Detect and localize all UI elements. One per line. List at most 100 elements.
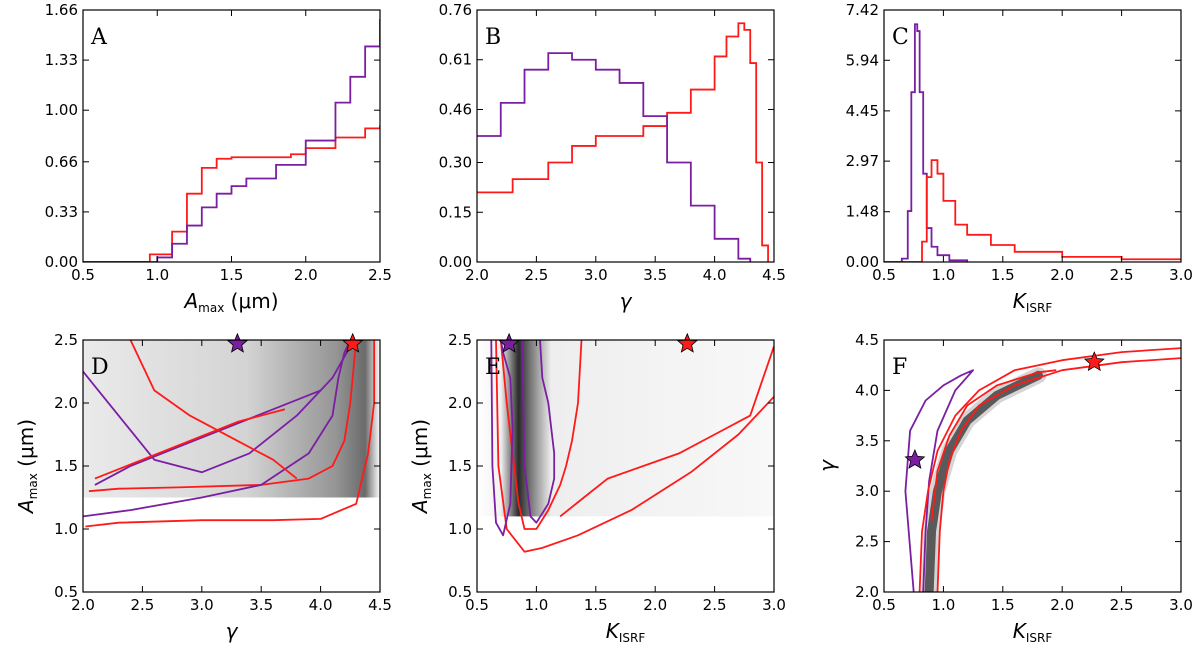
contour-red <box>94 408 286 480</box>
series-line-red <box>884 159 1181 262</box>
y-tick-label: 0.30 <box>439 154 472 172</box>
x-tick-label: 2.5 <box>368 266 392 284</box>
y-tick-label: 2.0 <box>855 583 879 601</box>
x-axis-label: γ <box>226 619 239 643</box>
x-tick-label: 2.0 <box>71 596 95 614</box>
x-tick-label: 2.0 <box>465 266 489 284</box>
x-axis-label: Amax (μm) <box>182 289 278 315</box>
y-tick-label: 0.00 <box>45 253 78 271</box>
contour-red <box>85 340 375 528</box>
panel-letter: A <box>90 25 108 50</box>
x-tick-label: 1.0 <box>931 596 955 614</box>
x-tick-label: 2.5 <box>130 596 154 614</box>
y-tick-label: 3.0 <box>855 482 879 500</box>
x-tick-label: 0.5 <box>71 266 95 284</box>
panel-letter: E <box>485 355 501 380</box>
x-tick-label: 3.5 <box>643 266 667 284</box>
x-tick-label: 0.5 <box>872 596 896 614</box>
contour-red <box>918 347 1181 592</box>
panel-B: 2.0 2.5 3.0 3.5 4.0 4.5 0.00 0.15 0.30 0.46 0.61 0.… <box>439 1 786 313</box>
y-tick-label: 0.5 <box>448 583 472 601</box>
panel-A: 0.5 1.0 1.5 2.0 2.5 0.00 0.33 0.66 1.00 1.33 1.66 A… <box>45 1 392 315</box>
axes-frame <box>883 9 1182 263</box>
series-line-purple <box>83 19 380 262</box>
x-axis-label: KISRF <box>1013 619 1053 645</box>
x-tick-label: 3.5 <box>249 596 273 614</box>
x-tick-label: 3.0 <box>584 266 608 284</box>
x-tick-label: 2.5 <box>524 266 548 284</box>
axes-frame <box>476 9 775 263</box>
series-line-purple <box>477 52 752 262</box>
y-tick-label: 0.46 <box>439 100 472 118</box>
x-tick-label: 1.0 <box>145 266 169 284</box>
y-tick-label: 1.00 <box>45 101 78 119</box>
contour-purple <box>490 340 514 537</box>
x-tick-label: 1.5 <box>584 596 608 614</box>
x-tick-label: 3.0 <box>190 596 214 614</box>
y-tick-label: 2.5 <box>54 331 78 349</box>
contour-red <box>559 346 774 518</box>
contour-purple <box>521 340 556 524</box>
x-tick-label: 2.0 <box>294 266 318 284</box>
y-tick-label: 1.0 <box>54 520 78 538</box>
x-tick-label: 4.0 <box>309 596 333 614</box>
contour-red <box>495 340 774 553</box>
x-tick-label: 2.5 <box>703 596 727 614</box>
y-tick-label: 1.48 <box>846 203 879 221</box>
y-tick-label: 2.0 <box>448 394 472 412</box>
marker-star-red <box>1083 351 1105 372</box>
y-tick-label: 4.5 <box>855 331 879 349</box>
y-axis-label: Amax (μm) <box>408 419 434 515</box>
y-tick-label: 1.33 <box>45 51 78 69</box>
y-tick-label: 0.00 <box>846 253 879 271</box>
x-axis-label: KISRF <box>1013 289 1053 315</box>
series-line-purple <box>884 23 969 262</box>
contour-red <box>88 340 358 493</box>
y-tick-label: 2.5 <box>448 331 472 349</box>
y-tick-label: 1.5 <box>448 457 472 475</box>
x-tick-label: 1.5 <box>220 266 244 284</box>
y-tick-label: 5.94 <box>846 51 879 69</box>
panel-D: 2.0 2.5 3.0 3.5 4.0 4.5 0.5 1.0 1.5 2.0 2.5 Dγ Amax … <box>14 331 392 643</box>
x-tick-label: 2.0 <box>1050 596 1074 614</box>
x-tick-label: 2.5 <box>1110 266 1134 284</box>
panel-letter: D <box>91 355 109 380</box>
axes-frame <box>883 339 1182 593</box>
y-tick-label: 2.5 <box>855 533 879 551</box>
x-tick-label: 0.5 <box>465 596 489 614</box>
y-tick-label: 4.45 <box>846 102 879 120</box>
y-tick-label: 4.0 <box>855 381 879 399</box>
panel-E: 0.5 1.0 1.5 2.0 2.5 3.0 0.5 1.0 1.5 2.0 2.5 E KISRF A… <box>408 331 786 645</box>
x-tick-label: 3.0 <box>1169 596 1193 614</box>
x-tick-label: 4.0 <box>703 266 727 284</box>
x-tick-label: 0.5 <box>872 266 896 284</box>
y-tick-label: 0.33 <box>45 203 78 221</box>
x-tick-label: 3.0 <box>1169 266 1193 284</box>
series-line-red <box>477 22 769 262</box>
contour-purple <box>94 389 321 486</box>
y-tick-label: 1.5 <box>54 457 78 475</box>
x-tick-label: 1.5 <box>991 266 1015 284</box>
y-tick-label: 0.00 <box>439 253 472 271</box>
marker-star-purple <box>904 448 926 469</box>
x-tick-label: 4.5 <box>368 596 392 614</box>
x-axis-label: γ <box>620 289 633 313</box>
y-tick-label: 0.5 <box>54 583 78 601</box>
contour-purple <box>83 345 352 474</box>
x-tick-label: 1.0 <box>931 266 955 284</box>
y-tick-label: 2.0 <box>54 394 78 412</box>
x-axis-label: KISRF <box>606 619 646 645</box>
x-tick-label: 1.5 <box>991 596 1015 614</box>
y-tick-label: 1.66 <box>45 1 78 19</box>
x-tick-label: 1.0 <box>524 596 548 614</box>
contour-red <box>129 340 298 480</box>
x-tick-label: 2.5 <box>1110 596 1134 614</box>
y-tick-label: 3.5 <box>855 432 879 450</box>
panel-C: 0.5 1.0 1.5 2.0 2.5 3.0 0.00 1.48 2.97 4.45 5.94 7.… <box>846 1 1193 315</box>
panel-letter: C <box>892 25 909 50</box>
y-axis-label: γ <box>815 459 839 472</box>
density-heatmap <box>83 340 380 498</box>
y-axis-label: Amax (μm) <box>14 419 40 515</box>
x-tick-label: 3.0 <box>762 596 786 614</box>
